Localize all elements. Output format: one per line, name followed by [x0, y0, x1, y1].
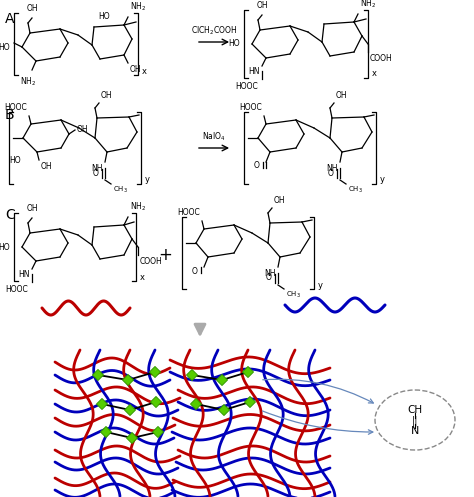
Polygon shape	[153, 426, 164, 437]
Text: NH: NH	[91, 164, 103, 173]
Polygon shape	[125, 405, 136, 415]
Text: HO: HO	[0, 243, 10, 251]
Text: O: O	[254, 162, 260, 170]
Text: COOH: COOH	[370, 54, 393, 63]
Polygon shape	[245, 397, 255, 408]
Polygon shape	[100, 426, 111, 437]
Text: x: x	[142, 67, 147, 76]
Text: O: O	[328, 168, 334, 177]
Text: CH: CH	[408, 405, 422, 415]
Text: HO: HO	[9, 156, 21, 165]
Text: CH$_3$: CH$_3$	[348, 185, 363, 195]
Text: O: O	[192, 266, 198, 275]
Polygon shape	[219, 405, 229, 415]
Text: OH: OH	[26, 4, 38, 13]
Text: B: B	[5, 108, 15, 122]
Polygon shape	[151, 397, 162, 408]
Text: NH$_2$: NH$_2$	[130, 200, 146, 213]
Text: HN: HN	[248, 67, 260, 76]
Text: HN: HN	[18, 270, 30, 279]
Text: HO: HO	[98, 12, 109, 21]
Text: HO: HO	[228, 39, 240, 49]
Text: NH$_2$: NH$_2$	[20, 75, 36, 87]
Text: NaIO$_4$: NaIO$_4$	[202, 131, 226, 143]
Text: O: O	[266, 273, 272, 282]
Text: OH: OH	[336, 91, 347, 100]
Text: HOOC: HOOC	[235, 82, 258, 91]
Polygon shape	[92, 369, 103, 381]
Polygon shape	[217, 375, 228, 386]
Text: OH: OH	[77, 125, 89, 134]
Polygon shape	[243, 366, 254, 378]
Text: NH: NH	[327, 164, 338, 173]
Text: HOOC: HOOC	[5, 285, 28, 294]
Text: HO: HO	[0, 43, 10, 52]
Text: CH$_3$: CH$_3$	[286, 290, 301, 300]
Text: COOH: COOH	[140, 257, 163, 266]
Text: y: y	[318, 280, 323, 289]
Text: x: x	[372, 70, 377, 79]
Polygon shape	[127, 432, 137, 443]
Text: NH$_2$: NH$_2$	[130, 0, 146, 13]
Text: HOOC: HOOC	[177, 208, 200, 217]
Polygon shape	[186, 369, 198, 381]
Text: OH: OH	[130, 65, 142, 74]
Polygon shape	[149, 366, 161, 378]
Text: OH: OH	[256, 1, 268, 10]
Text: A: A	[5, 12, 15, 26]
Text: ||: ||	[412, 416, 418, 426]
Text: OH: OH	[41, 162, 53, 171]
Text: NH$_2$: NH$_2$	[360, 0, 376, 10]
Text: y: y	[380, 175, 385, 184]
Text: ClCH$_2$COOH: ClCH$_2$COOH	[191, 24, 237, 37]
Text: OH: OH	[26, 204, 38, 213]
Text: NH: NH	[264, 269, 276, 278]
Polygon shape	[122, 375, 134, 386]
Text: C: C	[5, 208, 15, 222]
Text: CH$_3$: CH$_3$	[113, 185, 128, 195]
Text: N: N	[411, 426, 419, 436]
Text: HOOC: HOOC	[4, 103, 27, 112]
Text: HOOC: HOOC	[239, 103, 262, 112]
Text: OH: OH	[274, 196, 286, 205]
Text: O: O	[93, 168, 99, 177]
Text: y: y	[145, 175, 150, 184]
Text: OH: OH	[101, 91, 113, 100]
Text: +: +	[158, 246, 172, 264]
Text: x: x	[140, 272, 145, 281]
Polygon shape	[191, 399, 201, 410]
Polygon shape	[97, 399, 108, 410]
